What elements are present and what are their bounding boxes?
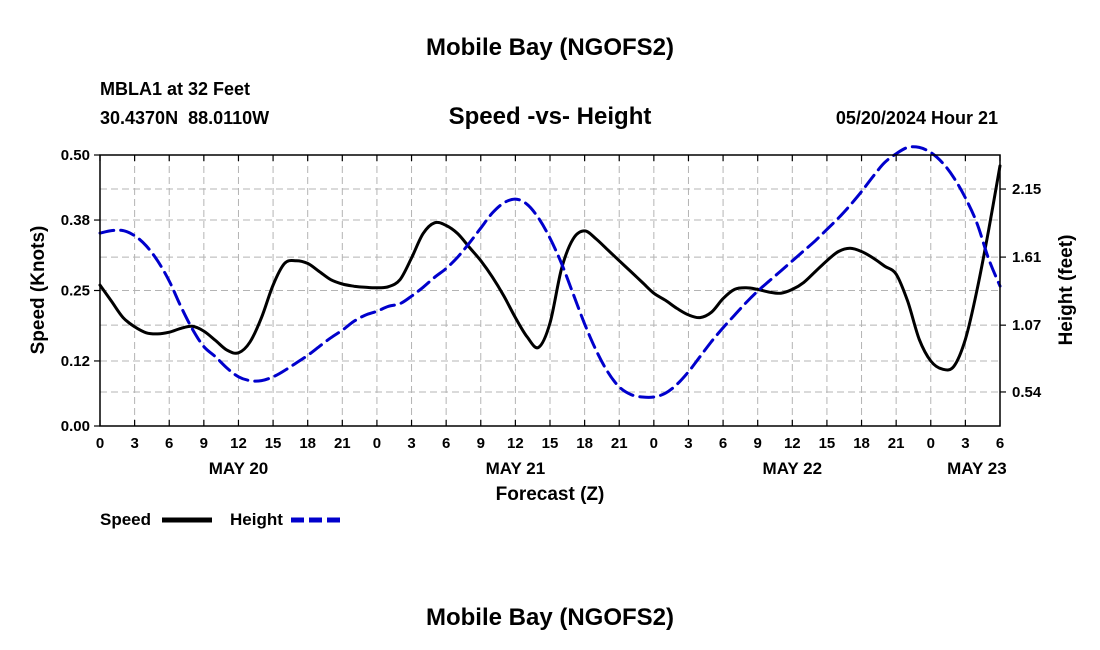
chart-title: Mobile Bay (NGOFS2): [426, 34, 674, 61]
x-tick-label: 15: [542, 435, 559, 452]
y-tick-label-right: 2.15: [1012, 181, 1041, 198]
x-tick-label: 0: [927, 435, 935, 452]
x-tick-label: 3: [407, 435, 415, 452]
tick-labels: 0 3 6 9 12 15 18 21 0 3 6 9 12 15 18 21 0 3 6 9 12 15 18 21 0 3 6 M…: [61, 147, 1042, 478]
x-tick-label: 18: [853, 435, 870, 452]
series-line-height: [98, 145, 1002, 399]
series-line-speed: [98, 164, 1002, 372]
grid: [100, 155, 1000, 426]
y-axis-right-label: Height (feet): [1056, 235, 1077, 346]
x-date-label: MAY 22: [763, 459, 823, 478]
legend-speed-label: Speed: [100, 510, 151, 529]
x-tick-label: 15: [265, 435, 282, 452]
x-tick-label: 6: [996, 435, 1004, 452]
x-tick-label: 0: [96, 435, 104, 452]
x-tick-label: 21: [334, 435, 351, 452]
y-tick-label-left: 0.50: [61, 147, 90, 164]
x-tick-label: 9: [754, 435, 762, 452]
x-tick-label: 12: [784, 435, 801, 452]
x-tick-label: 3: [961, 435, 969, 452]
y-tick-label-left: 0.25: [61, 283, 90, 300]
x-tick-label: 21: [611, 435, 628, 452]
x-tick-label: 12: [507, 435, 524, 452]
station-label: MBLA1 at 32 Feet: [100, 79, 250, 99]
x-date-label: MAY 23: [947, 459, 1007, 478]
x-tick-label: 0: [650, 435, 658, 452]
footer-title: Mobile Bay (NGOFS2): [426, 604, 674, 631]
x-tick-label: 3: [684, 435, 692, 452]
x-tick-label: 18: [299, 435, 316, 452]
y-tick-label-left: 0.00: [61, 418, 90, 435]
y-axis-left-label: Speed (Knots): [28, 226, 49, 355]
coordinates-label: 30.4370N 88.0110W: [100, 108, 269, 128]
series-lines: [98, 145, 1002, 399]
x-date-label: MAY 20: [209, 459, 269, 478]
y-tick-label-right: 0.54: [1012, 384, 1042, 401]
y-tick-label-right: 1.61: [1012, 249, 1041, 266]
legend: Speed Height: [100, 510, 343, 529]
x-tick-label: 6: [719, 435, 727, 452]
x-tick-label: 6: [165, 435, 173, 452]
x-tick-label: 0: [373, 435, 381, 452]
plot-frame: [99, 154, 1001, 427]
x-tick-label: 6: [442, 435, 450, 452]
x-tick-label: 21: [888, 435, 905, 452]
x-tick-label: 18: [576, 435, 593, 452]
legend-height-label: Height: [230, 510, 283, 529]
run-time-label: 05/20/2024 Hour 21: [836, 108, 998, 128]
x-tick-label: 3: [130, 435, 138, 452]
x-date-label: MAY 21: [486, 459, 546, 478]
chart-subtitle: Speed -vs- Height: [449, 103, 652, 130]
y-tick-label-right: 1.07: [1012, 317, 1041, 334]
x-tick-label: 12: [230, 435, 247, 452]
y-tick-label-left: 0.12: [61, 353, 90, 370]
x-tick-label: 9: [477, 435, 485, 452]
x-axis-label: Forecast (Z): [496, 484, 605, 505]
x-tick-label: 15: [819, 435, 836, 452]
x-tick-label: 9: [200, 435, 208, 452]
y-tick-label-left: 0.38: [61, 212, 90, 229]
